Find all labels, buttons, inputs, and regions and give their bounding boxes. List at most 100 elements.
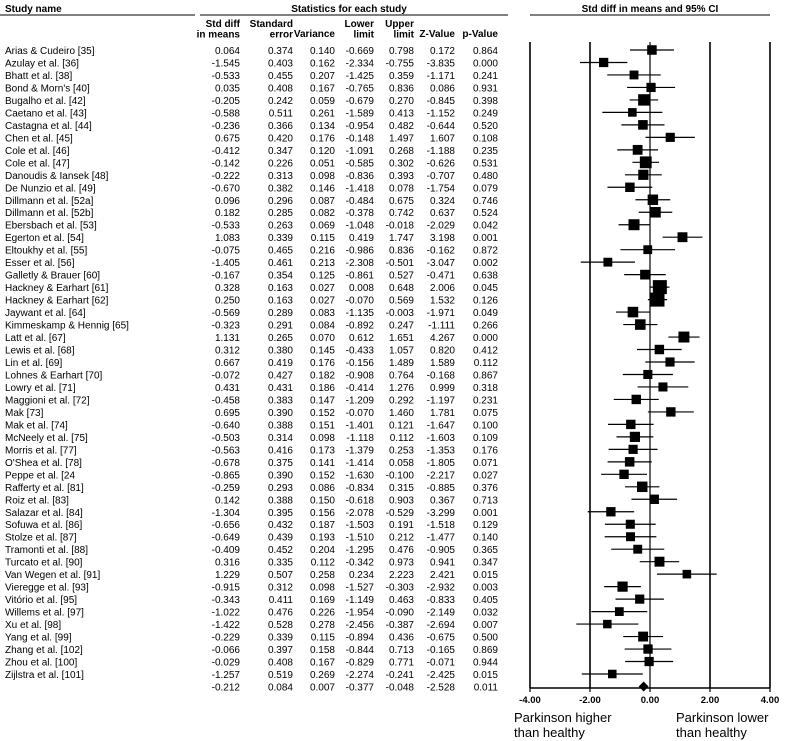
study-upper: 1.651 <box>389 333 414 344</box>
study-smd: 1.229 <box>215 570 240 581</box>
study-z: 1.607 <box>430 133 455 144</box>
study-se: 0.419 <box>268 358 293 369</box>
study-smd: -1.257 <box>212 670 241 681</box>
study-se: 0.382 <box>268 183 293 194</box>
x-tick-label: 2.00 <box>701 695 720 706</box>
study-z: -1.805 <box>427 458 456 469</box>
study-upper: 0.112 <box>390 433 415 444</box>
study-lower: -0.070 <box>346 408 375 419</box>
effect-marker <box>665 132 675 142</box>
effect-marker <box>643 644 653 654</box>
effect-marker <box>629 431 641 442</box>
study-var: 0.176 <box>310 358 335 369</box>
study-smd: -0.865 <box>212 470 241 481</box>
study-var: 0.158 <box>310 645 335 656</box>
study-var: 0.193 <box>310 533 335 544</box>
study-name: Mak [73] <box>5 408 44 419</box>
study-smd: 0.316 <box>215 558 240 569</box>
study-name: Dillmann et al. [52a] <box>5 196 94 207</box>
study-se: 0.383 <box>268 395 293 406</box>
study-p: 0.531 <box>473 158 498 169</box>
study-p: 0.002 <box>473 258 498 269</box>
study-name: Zhang et al. [102] <box>5 645 83 656</box>
study-se: 0.408 <box>268 83 293 94</box>
study-upper: 0.527 <box>389 271 414 282</box>
summary-lower: -0.377 <box>346 682 375 693</box>
study-p: 0.001 <box>473 233 498 244</box>
study-se: 0.339 <box>268 233 293 244</box>
study-name: Lowry et al. [71] <box>5 383 76 394</box>
study-z: -0.675 <box>427 633 456 644</box>
study-lower: -0.585 <box>346 158 375 169</box>
effect-marker <box>682 569 692 579</box>
study-upper: 0.463 <box>389 595 414 606</box>
study-lower: -0.836 <box>346 171 375 182</box>
study-p: 0.524 <box>473 208 498 219</box>
study-smd: 0.250 <box>215 296 240 307</box>
study-z: 0.324 <box>430 196 455 207</box>
study-z: -2.694 <box>427 620 456 631</box>
study-lower: -0.986 <box>346 246 375 257</box>
effect-marker <box>654 344 665 355</box>
study-lower: -2.308 <box>346 258 375 269</box>
study-z: -1.188 <box>427 146 456 157</box>
study-z: -2.932 <box>427 583 456 594</box>
study-lower: 0.234 <box>349 570 374 581</box>
study-lower: -1.510 <box>346 533 375 544</box>
effect-marker <box>658 382 668 392</box>
study-var: 0.167 <box>310 658 335 669</box>
study-p: 0.079 <box>473 183 498 194</box>
study-upper: 0.359 <box>389 71 414 82</box>
study-se: 0.431 <box>268 383 293 394</box>
study-se: 0.263 <box>268 221 293 232</box>
study-lower: 0.419 <box>349 233 374 244</box>
study-var: 0.152 <box>310 408 335 419</box>
study-z: -0.905 <box>427 545 456 556</box>
study-smd: -0.649 <box>212 533 241 544</box>
effect-marker <box>603 257 613 267</box>
study-var: 0.083 <box>310 308 335 319</box>
study-upper: 0.078 <box>389 183 414 194</box>
study-lower: -1.379 <box>346 445 375 456</box>
study-lower: -0.378 <box>346 208 375 219</box>
study-p: 0.480 <box>473 171 498 182</box>
study-se: 0.312 <box>268 583 293 594</box>
study-se: 0.411 <box>269 595 294 606</box>
study-name: Salazar et al. [84] <box>5 508 83 519</box>
study-var: 0.120 <box>310 146 335 157</box>
study-upper: -0.018 <box>386 221 415 232</box>
study-upper: 0.302 <box>389 158 414 169</box>
study-smd: -0.678 <box>212 458 241 469</box>
study-z: -1.754 <box>427 183 456 194</box>
study-var: 0.112 <box>311 558 336 569</box>
study-name: Ebersbach et al. [53] <box>5 221 97 232</box>
study-se: 0.374 <box>268 46 293 57</box>
study-se: 0.420 <box>268 133 293 144</box>
study-z: -0.165 <box>427 645 456 656</box>
study-smd: -0.142 <box>212 158 241 169</box>
study-se: 0.408 <box>268 658 293 669</box>
effect-marker <box>625 182 635 193</box>
effect-marker <box>632 144 643 155</box>
study-name: Zhou et al. [100] <box>5 658 77 669</box>
study-name: Maggioni et al. [72] <box>5 395 90 406</box>
study-upper: 0.270 <box>389 96 414 107</box>
study-var: 0.147 <box>310 395 335 406</box>
effect-marker <box>624 457 635 467</box>
study-z: -0.162 <box>427 246 456 257</box>
study-lower: -1.209 <box>346 395 375 406</box>
study-var: 0.027 <box>310 296 335 307</box>
study-se: 0.388 <box>268 495 293 506</box>
x-tick-label: 4.00 <box>761 695 780 706</box>
study-p: 0.015 <box>473 670 498 681</box>
column-header-upper: limit <box>393 30 414 41</box>
study-smd: -0.640 <box>212 420 241 431</box>
study-smd: 0.182 <box>215 208 240 219</box>
study-p: 0.176 <box>473 445 498 456</box>
study-upper: 0.903 <box>389 495 414 506</box>
effect-marker <box>626 532 636 542</box>
study-p: 0.045 <box>473 283 498 294</box>
study-lower: -1.589 <box>346 108 375 119</box>
study-se: 0.380 <box>268 346 293 357</box>
